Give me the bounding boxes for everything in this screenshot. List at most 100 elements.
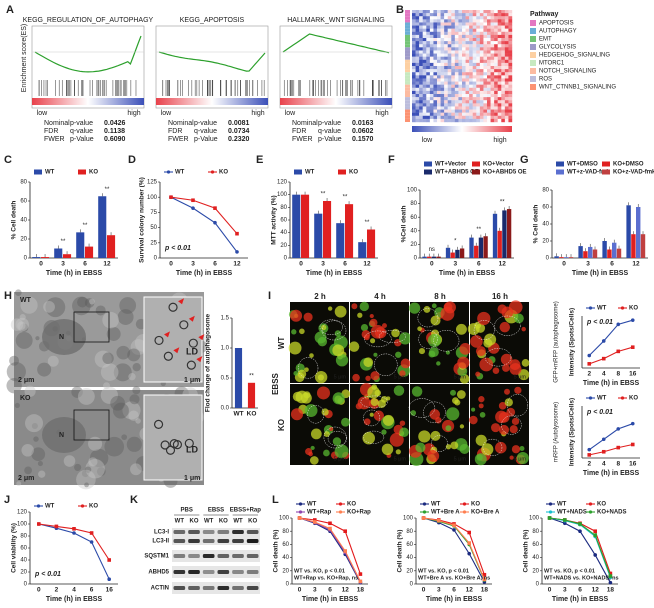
- arrowhead: [198, 334, 205, 341]
- heat-cell: [422, 41, 427, 45]
- heat-cell: [490, 50, 495, 54]
- heat-cell: [465, 94, 470, 98]
- heat-cell: [447, 10, 452, 14]
- side-label: mRFP (Autolysosome): [554, 402, 560, 462]
- heat-cell: [504, 56, 509, 60]
- heat-cell: [444, 56, 448, 60]
- legend-marker: [422, 510, 427, 514]
- marker: [578, 529, 582, 533]
- heat-cell: [483, 38, 488, 42]
- bar: [54, 248, 63, 258]
- fluor-spot: [310, 428, 322, 440]
- heat-cell: [490, 78, 495, 82]
- heat-cell: [422, 59, 427, 64]
- heat-cell: [487, 10, 491, 14]
- heat-cell: [415, 115, 420, 120]
- heat-cell: [476, 84, 481, 88]
- heat-cell: [504, 38, 509, 42]
- legend-marker: [588, 306, 593, 310]
- em-texture: [130, 339, 147, 355]
- heat-cell: [501, 59, 506, 64]
- x-tick-label: 4: [72, 587, 76, 594]
- marker: [616, 349, 621, 354]
- x-tick-label: 2: [587, 461, 591, 468]
- heat-cell: [444, 22, 448, 26]
- heat-cell: [415, 90, 420, 95]
- heat-cell: [433, 69, 438, 73]
- heat-cell: [469, 16, 473, 20]
- heat-cell: [508, 109, 513, 113]
- fluor-spot: [429, 409, 441, 420]
- marker: [467, 551, 472, 556]
- heat-cell: [472, 84, 477, 88]
- heat-cell: [501, 56, 506, 60]
- heat-cell: [504, 25, 509, 29]
- heat-cell: [429, 19, 434, 23]
- heat-cell: [483, 78, 488, 82]
- em-texture: [72, 296, 91, 316]
- heat-cell: [508, 75, 513, 79]
- heat-cell: [433, 84, 438, 88]
- heat-cell: [433, 106, 438, 110]
- heat-cell: [487, 16, 491, 20]
- significance: **: [61, 239, 66, 245]
- heat-cell: [429, 16, 434, 20]
- legend-text: WT+Vector: [435, 162, 467, 168]
- bar: [450, 252, 455, 258]
- heat-cell: [412, 16, 416, 20]
- heat-cell: [497, 106, 502, 110]
- fluor-spot: [317, 336, 328, 347]
- fluor-spot: [470, 335, 483, 348]
- cell-outline: [501, 415, 522, 435]
- heat-cell: [469, 19, 473, 23]
- significance: ns: [429, 247, 435, 253]
- heat-cell: [426, 38, 431, 42]
- significance: **: [343, 195, 348, 201]
- heat-cell: [469, 41, 473, 45]
- heat-cell: [451, 97, 456, 101]
- heat-cell: [462, 34, 466, 39]
- heat-cell: [415, 100, 420, 104]
- heat-cell: [462, 87, 466, 92]
- marker: [89, 531, 94, 535]
- heat-cell: [465, 16, 470, 20]
- heat-cell: [472, 50, 477, 54]
- heat-cell: [497, 94, 502, 98]
- marker: [297, 516, 302, 520]
- bar: [358, 242, 367, 258]
- heat-cell: [451, 44, 456, 48]
- fluor-spot: [299, 328, 305, 335]
- y-tick-label: 40: [406, 555, 413, 561]
- x-tick-label: 6: [83, 261, 87, 268]
- heat-cell: [415, 69, 420, 73]
- fluor-spot: [446, 407, 460, 421]
- y-tick-label: 100: [17, 522, 28, 528]
- heat-cell: [469, 106, 473, 110]
- stat-text: 0.2320: [228, 136, 250, 143]
- y-tick-label: 125: [147, 180, 158, 186]
- heat-cell: [433, 13, 438, 17]
- heat-cell: [483, 34, 488, 39]
- heat-cell: [429, 50, 434, 54]
- fluor-spot: [357, 312, 363, 318]
- x-tick-label: 0: [548, 587, 552, 594]
- legend-swatch: [602, 161, 610, 167]
- x-tick-label: 0: [298, 587, 302, 594]
- heat-cell: [422, 10, 427, 14]
- droplet-label: LD: [186, 346, 198, 356]
- heat-cell: [494, 56, 498, 60]
- heat-cell: [469, 47, 473, 51]
- heat-cell: [412, 109, 416, 113]
- bar: [568, 257, 574, 258]
- bar: [497, 230, 502, 258]
- heat-cell: [501, 112, 506, 116]
- x-tick-label: 12: [363, 261, 371, 268]
- fluor-spot: [521, 326, 526, 332]
- heat-cell: [504, 118, 509, 123]
- legend-text: KO: [219, 170, 228, 176]
- heat-cell: [437, 112, 441, 116]
- heat-cell: [483, 19, 488, 23]
- legend-marker: [620, 306, 625, 310]
- heat-cell: [469, 59, 473, 64]
- pathway-strip: [405, 50, 410, 54]
